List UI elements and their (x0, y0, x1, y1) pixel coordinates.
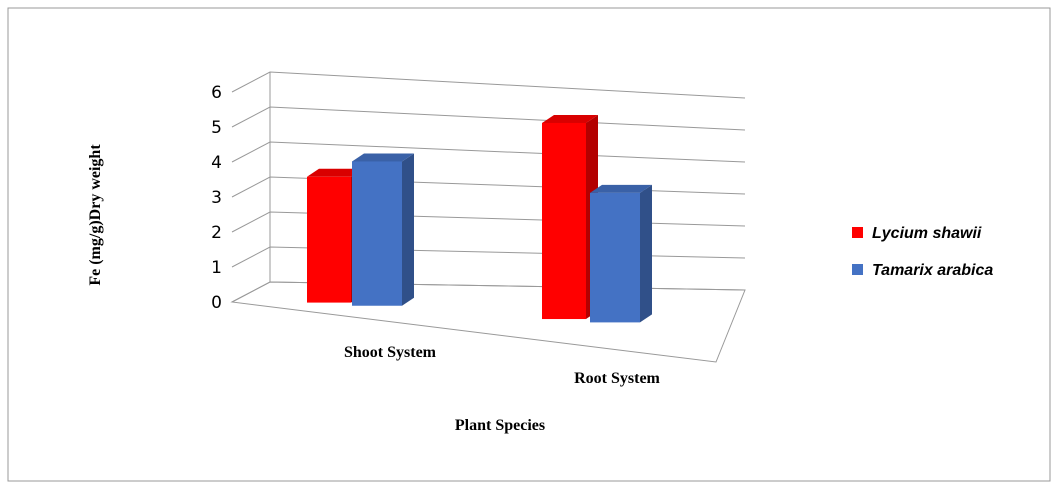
legend-label: Lycium shawii (872, 225, 982, 242)
bar-top (352, 153, 414, 162)
bar-front (307, 176, 351, 303)
bar-side (402, 153, 414, 306)
x-axis-title: Plant Species (455, 417, 545, 434)
y-tick-label: 1 (211, 258, 222, 278)
y-tick-label: 0 (211, 293, 222, 313)
y-tick-label: 5 (211, 118, 222, 138)
x-tick-label: Root System (574, 370, 660, 387)
bar (542, 114, 598, 320)
bar-top (307, 168, 363, 177)
y-tick-label: 4 (211, 153, 222, 173)
bar-side (640, 184, 652, 323)
legend-label: Tamarix arabica (872, 262, 993, 279)
bar (352, 153, 414, 306)
bar-front (542, 122, 586, 320)
legend-swatch (852, 227, 863, 238)
x-tick-label: Shoot System (344, 344, 437, 361)
bar-top (542, 114, 598, 123)
bar (590, 184, 652, 323)
y-tick-label: 2 (211, 223, 222, 243)
grid-line (231, 71, 746, 99)
chart-border (7, 7, 1051, 482)
y-tick-label: 6 (211, 83, 222, 103)
bar-top (590, 184, 652, 193)
y-axis-title: Fe (mg/g)Dry weight (87, 144, 104, 286)
bar-front (590, 192, 640, 323)
legend-swatch (852, 264, 863, 275)
y-tick-label: 3 (211, 188, 222, 208)
bar-front (352, 161, 402, 306)
